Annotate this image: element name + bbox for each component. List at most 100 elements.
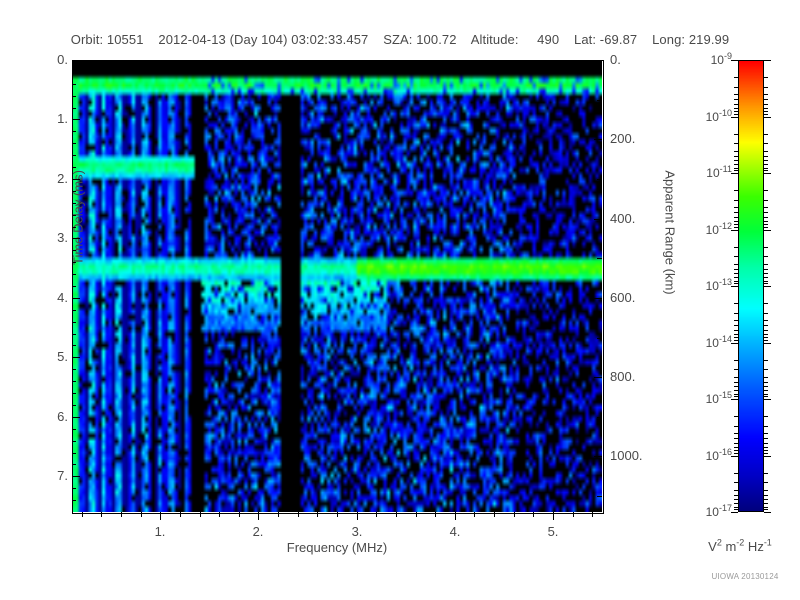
colorbar-tick-minor-right [764, 369, 768, 370]
colorbar-tick-minor [734, 190, 738, 191]
colorbar-tick-minor-right [764, 509, 768, 510]
colorbar-tick-minor-right [764, 443, 768, 444]
colorbar-tick-minor [734, 143, 738, 144]
colorbar-tick-minor [734, 247, 738, 248]
colorbar-tick-major [731, 117, 738, 118]
y-tick-label: 5. [57, 349, 68, 364]
colorbar-tick-minor [734, 212, 738, 213]
colorbar-tick-major-right [764, 399, 771, 400]
y-tick-minor [72, 488, 76, 489]
colorbar-tick-major-right [764, 173, 771, 174]
colorbar-tick-minor [734, 426, 738, 427]
x-tick-minor [376, 512, 377, 517]
x-tick-label: 2. [252, 524, 264, 539]
y-tick-minor [72, 322, 76, 323]
colorbar-tick-label: 10-17 [705, 503, 732, 519]
colorbar-tick-minor-right [764, 334, 768, 335]
colorbar-tick-minor-right [764, 273, 768, 274]
colorbar-tick-minor [734, 281, 738, 282]
colorbar-tick-minor [734, 207, 738, 208]
y2-tick-major [594, 456, 602, 457]
x-tick-minor [592, 512, 593, 517]
colorbar-tick-minor-right [764, 104, 768, 105]
colorbar-tick-minor [734, 94, 738, 95]
x-axis-label: Frequency (MHz) [286, 540, 388, 555]
colorbar-tick-minor-right [764, 313, 768, 314]
x-tick-major-top [357, 60, 358, 66]
y2-tick-minor [597, 338, 602, 339]
colorbar-tick-label: 10-12 [705, 221, 732, 237]
colorbar-tick-minor-right [764, 224, 768, 225]
y-tick-minor [72, 334, 76, 335]
spectrogram-plot-area [72, 60, 602, 512]
colorbar-tick-minor [734, 325, 738, 326]
y-tick-label: 3. [57, 230, 68, 245]
colorbar-tick-minor-right [764, 247, 768, 248]
colorbar-tick-minor [734, 499, 738, 500]
colorbar-tick-minor [734, 264, 738, 265]
y-tick-minor [72, 191, 76, 192]
colorbar-tick-minor [734, 382, 738, 383]
colorbar-tick-minor [734, 313, 738, 314]
colorbar-tick-major-right [764, 512, 771, 513]
y-tick-minor [72, 464, 76, 465]
x-tick-minor [416, 512, 417, 517]
y2-tick-minor [597, 258, 602, 259]
x-tick-minor [82, 512, 83, 517]
x-tick-major-top [258, 60, 259, 66]
colorbar-tick-minor-right [764, 390, 768, 391]
x-tick-minor [200, 512, 201, 517]
y-tick-minor [72, 143, 76, 144]
y-tick-minor [72, 453, 76, 454]
colorbar-tick-minor [734, 330, 738, 331]
colorbar-tick-minor-right [764, 386, 768, 387]
x-tick-minor [141, 512, 142, 517]
y-tick-major [72, 179, 80, 180]
colorbar-tick-minor-right [764, 490, 768, 491]
colorbar-tick-minor-right [764, 340, 768, 341]
colorbar-tick-minor [734, 108, 738, 109]
x-tick-minor [278, 512, 279, 517]
colorbar-tick-minor-right [764, 473, 768, 474]
y2-tick-label: 1000. [610, 448, 643, 463]
x-tick-minor [533, 512, 534, 517]
colorbar-tick-minor [734, 217, 738, 218]
y2-tick-label: 600. [610, 290, 636, 305]
colorbar-tick-label: 10-11 [706, 164, 732, 180]
colorbar-tick-minor [734, 170, 738, 171]
colorbar-tick-minor [734, 450, 738, 451]
y-tick-minor [72, 155, 76, 156]
colorbar-tick-minor-right [764, 227, 768, 228]
colorbar-tick-minor [734, 104, 738, 105]
y2-tick-label: 200. [610, 131, 636, 146]
y2-tick-major [594, 219, 602, 220]
colorbar-tick-major-right [764, 60, 771, 61]
y-tick-minor [72, 96, 76, 97]
colorbar-tick-minor-right [764, 190, 768, 191]
x-tick-minor [101, 512, 102, 517]
colorbar-tick-minor [734, 369, 738, 370]
x-tick-major-top [160, 60, 161, 66]
y-tick-minor [72, 274, 76, 275]
colorbar-tick-minor [734, 438, 738, 439]
colorbar-tick-major-right [764, 286, 771, 287]
y2-tick-minor [597, 179, 602, 180]
colorbar-tick-minor-right [764, 433, 768, 434]
y2-tick-major [594, 298, 602, 299]
colorbar-tick-minor [734, 386, 738, 387]
colorbar-tick-minor [734, 99, 738, 100]
x-tick-major-top [553, 60, 554, 66]
colorbar-tick-minor-right [764, 200, 768, 201]
colorbar-tick-minor-right [764, 111, 768, 112]
colorbar-tick-major [731, 60, 738, 61]
x-tick-minor [317, 512, 318, 517]
colorbar-tick-minor [734, 277, 738, 278]
y-tick-minor [72, 393, 76, 394]
y-tick-minor [72, 84, 76, 85]
colorbar-tick-minor [734, 320, 738, 321]
colorbar-tick-major [731, 399, 738, 400]
colorbar-tick-minor [734, 77, 738, 78]
colorbar-tick-minor [734, 337, 738, 338]
colorbar-tick-minor-right [764, 482, 768, 483]
y-tick-minor [72, 405, 76, 406]
